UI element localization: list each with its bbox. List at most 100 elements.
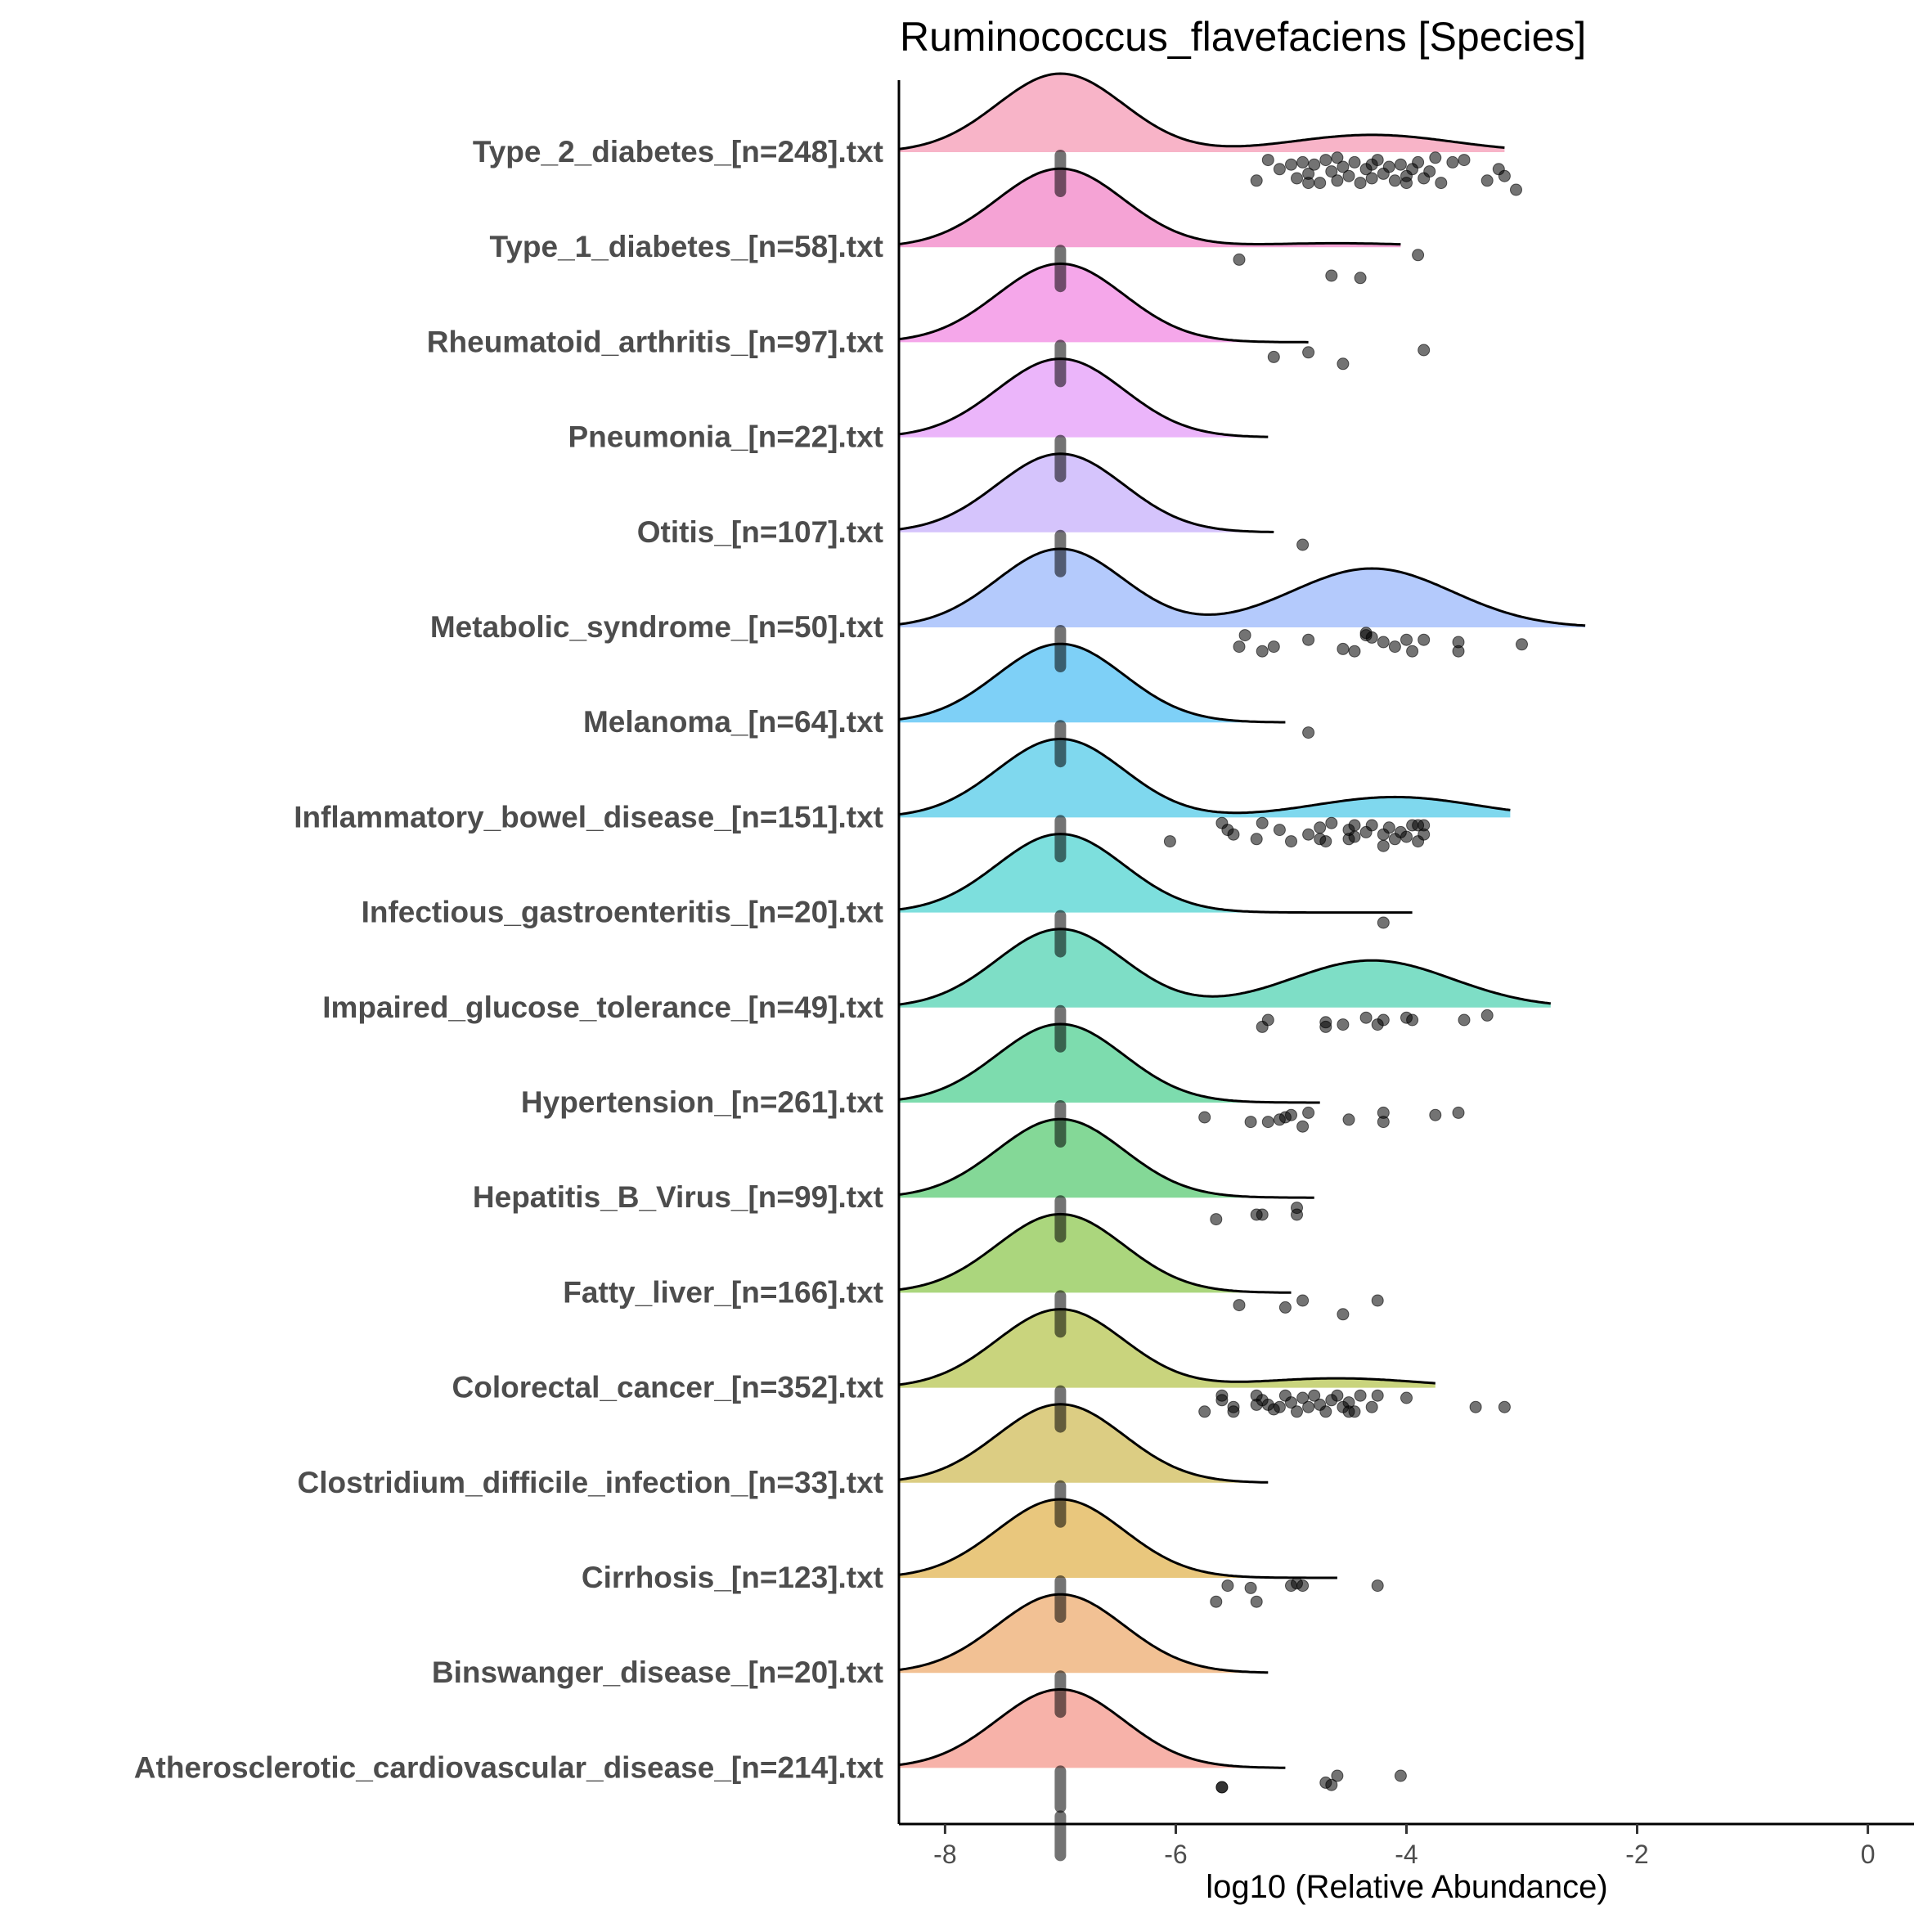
category-label: Melanoma_[n=64].txt xyxy=(583,705,883,739)
category-label: Hypertension_[n=261].txt xyxy=(521,1085,883,1119)
category-label: Pneumonia_[n=22].txt xyxy=(568,420,883,454)
sample-point xyxy=(1256,645,1269,658)
zero-abundance-points xyxy=(1054,910,1067,958)
category-label: Type_1_diabetes_[n=58].txt xyxy=(489,230,883,263)
sample-point xyxy=(1365,158,1378,171)
sample-point xyxy=(1348,819,1361,832)
sample-point xyxy=(1342,1113,1355,1126)
sample-point xyxy=(1418,344,1431,357)
ridge-outline xyxy=(898,1308,1436,1386)
sample-point xyxy=(1314,833,1327,846)
ridge-fill xyxy=(899,358,1269,438)
sample-point xyxy=(1365,819,1378,832)
sample-point xyxy=(1429,1108,1442,1121)
sample-point xyxy=(1227,1405,1240,1418)
sample-point xyxy=(1302,346,1315,359)
sample-point xyxy=(1516,638,1528,651)
sample-point xyxy=(1418,633,1431,646)
ridge-outline xyxy=(898,737,1511,816)
sample-point xyxy=(1480,1009,1494,1022)
category-labels: Type_2_diabetes_[n=248].txt Type_1_diabet… xyxy=(134,135,883,1784)
zero-abundance-points xyxy=(1054,1670,1067,1719)
sample-point xyxy=(1400,633,1413,646)
sample-point xyxy=(1498,1400,1511,1413)
sample-point xyxy=(1296,1579,1310,1593)
sample-point xyxy=(1302,177,1315,190)
ridge-outline xyxy=(898,167,1401,246)
sample-point xyxy=(1418,828,1431,841)
ridge-outline xyxy=(898,1593,1269,1674)
zero-abundance-points xyxy=(1054,1290,1067,1338)
sample-point xyxy=(1325,165,1338,178)
ridge-fill xyxy=(899,1499,1337,1578)
category-label: Clostridium_difficile_infection_[n=33].t… xyxy=(298,1466,883,1499)
sample-point xyxy=(1302,726,1315,739)
sample-point xyxy=(1250,1398,1263,1411)
sample-point xyxy=(1337,160,1350,173)
sample-point xyxy=(1325,816,1338,829)
category-label: Otitis_[n=107].txt xyxy=(637,515,883,549)
sample-point xyxy=(1348,830,1361,843)
sample-point xyxy=(1377,839,1390,852)
sample-point xyxy=(1371,1579,1384,1593)
sample-point xyxy=(1233,253,1246,266)
ridge-fill xyxy=(899,74,1505,152)
ridge-fill xyxy=(899,644,1286,723)
zero-abundance-points xyxy=(1054,529,1067,577)
sample-point xyxy=(1452,1106,1465,1119)
ridge-fill xyxy=(899,1594,1269,1674)
chart-title: Ruminococcus_flavefaciens [Species] xyxy=(900,14,1586,60)
sample-point xyxy=(1388,640,1401,654)
sample-point xyxy=(1291,1208,1303,1221)
sample-point xyxy=(1308,1389,1321,1402)
sample-point xyxy=(1285,1108,1297,1121)
sample-point xyxy=(1331,1389,1344,1402)
sample-point xyxy=(1337,642,1350,655)
ridge-outline xyxy=(898,1117,1314,1199)
ridge-outline xyxy=(898,1498,1337,1579)
sample-point xyxy=(1308,158,1321,171)
category-label: Atherosclerotic_cardiovascular_disease_[… xyxy=(134,1750,883,1784)
sample-point xyxy=(1285,835,1297,848)
x-axis-title: log10 (Relative Abundance) xyxy=(1206,1869,1607,1905)
ridge-fill xyxy=(899,1404,1269,1483)
sample-point xyxy=(1261,154,1274,167)
sample-point xyxy=(1406,1013,1419,1027)
sample-point xyxy=(1337,357,1350,371)
ridge-fill xyxy=(899,453,1274,532)
ridge-outline xyxy=(898,928,1551,1006)
sample-point xyxy=(1331,174,1344,187)
ridge-outline xyxy=(898,72,1505,151)
sample-point xyxy=(1233,1299,1246,1312)
sample-point xyxy=(1227,828,1240,841)
sample-point xyxy=(1377,1013,1390,1027)
sample-point xyxy=(1244,1116,1257,1129)
ridge-outline xyxy=(898,452,1274,533)
sample-point xyxy=(1291,1405,1303,1418)
sample-point xyxy=(1273,824,1286,837)
sample-point xyxy=(1394,158,1407,171)
zero-abundance-points xyxy=(1054,1810,1067,1862)
category-label: Colorectal_cancer_[n=352].txt xyxy=(452,1371,884,1404)
sample-point xyxy=(1348,645,1361,658)
sample-point xyxy=(1498,169,1511,182)
sample-point xyxy=(1435,177,1448,190)
x-tick-label: -4 xyxy=(1395,1840,1418,1869)
ridge-outline xyxy=(898,547,1586,627)
sample-point xyxy=(1296,1120,1310,1133)
sample-point xyxy=(1348,155,1361,168)
ridge-fill xyxy=(899,1214,1292,1293)
zero-abundance-points xyxy=(1054,1004,1067,1053)
sample-point xyxy=(1382,160,1395,173)
ridge-fill xyxy=(899,833,1413,913)
category-label: Impaired_glucose_tolerance_[n=49].txt xyxy=(322,991,883,1024)
sample-point xyxy=(1337,1018,1350,1031)
sample-point xyxy=(1354,177,1367,190)
sample-point xyxy=(1267,350,1280,363)
sample-point xyxy=(1261,1116,1274,1129)
zero-abundance-points xyxy=(1054,1100,1067,1148)
ridge-outline xyxy=(898,833,1413,914)
sample-point xyxy=(1285,158,1297,171)
sample-point xyxy=(1319,154,1332,167)
